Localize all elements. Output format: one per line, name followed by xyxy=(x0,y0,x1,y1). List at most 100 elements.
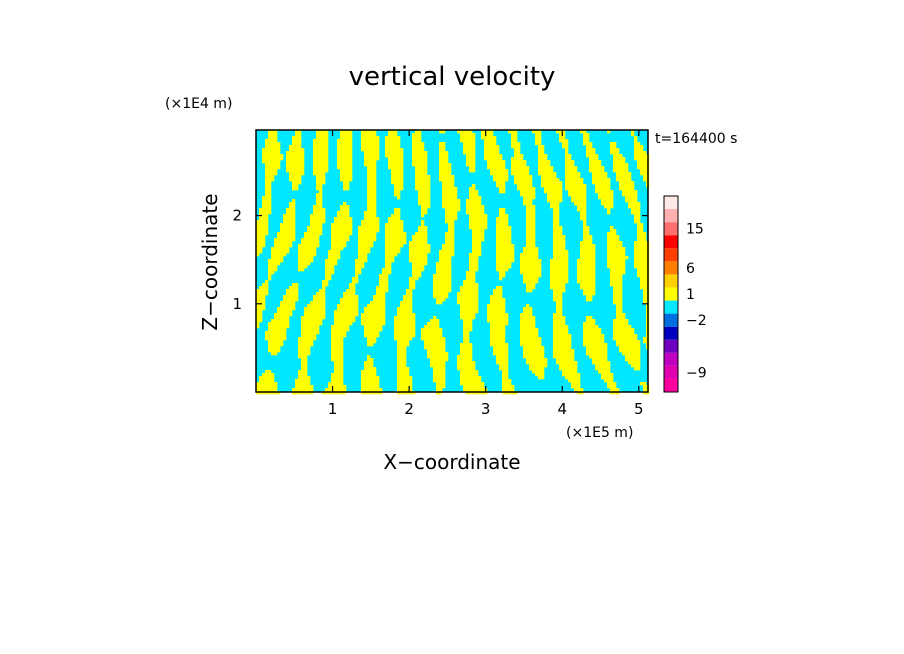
field-cell xyxy=(304,247,308,251)
field-cell xyxy=(445,265,449,269)
field-cell xyxy=(271,262,275,266)
field-cell xyxy=(445,175,449,179)
field-cell xyxy=(502,358,506,362)
field-cell xyxy=(319,301,323,305)
field-cell xyxy=(397,322,401,326)
field-cell xyxy=(580,247,584,251)
field-cell xyxy=(451,190,455,194)
field-cell xyxy=(562,361,566,365)
field-cell xyxy=(409,334,413,338)
field-cell xyxy=(487,157,491,161)
field-cell xyxy=(556,343,560,347)
field-cell xyxy=(448,265,452,269)
field-cell xyxy=(298,265,302,269)
field-cell xyxy=(496,238,500,242)
field-cell xyxy=(637,343,641,347)
field-cell xyxy=(466,145,470,149)
field-cell xyxy=(520,265,524,269)
field-cell xyxy=(484,151,488,155)
field-cell xyxy=(592,163,596,167)
field-cell xyxy=(538,169,542,173)
field-cell xyxy=(448,184,452,188)
field-cell xyxy=(574,178,578,182)
field-cell xyxy=(508,382,512,386)
field-cell xyxy=(481,223,485,227)
field-cell xyxy=(415,187,419,191)
field-cell xyxy=(364,151,368,155)
field-cell xyxy=(496,298,500,302)
field-cell xyxy=(472,313,476,317)
field-cell xyxy=(424,205,428,209)
field-cell xyxy=(421,268,425,272)
field-cell xyxy=(508,232,512,236)
field-cell xyxy=(634,355,638,359)
field-cell xyxy=(268,370,272,374)
field-cell xyxy=(487,136,491,140)
field-cell xyxy=(619,277,623,281)
field-cell xyxy=(334,352,338,356)
field-cell xyxy=(334,328,338,332)
field-cell xyxy=(619,280,623,284)
field-cell xyxy=(439,148,443,152)
field-cell xyxy=(532,361,536,365)
field-cell xyxy=(277,346,281,350)
field-cell xyxy=(379,274,383,278)
field-cell xyxy=(601,367,605,371)
field-cell xyxy=(529,223,533,227)
field-cell xyxy=(274,316,278,320)
field-cell xyxy=(367,142,371,146)
field-cell xyxy=(364,319,368,323)
field-cell xyxy=(406,325,410,329)
field-cell xyxy=(367,226,371,230)
field-cell xyxy=(427,175,431,179)
field-cell xyxy=(451,235,455,239)
field-cell xyxy=(604,190,608,194)
field-cell xyxy=(607,205,611,209)
field-cell xyxy=(613,298,617,302)
field-cell xyxy=(643,241,647,245)
field-cell xyxy=(292,157,296,161)
field-cell xyxy=(565,166,569,170)
field-cell xyxy=(589,286,593,290)
field-cell xyxy=(325,277,329,281)
field-cell xyxy=(394,151,398,155)
field-cell xyxy=(613,235,617,239)
field-cell xyxy=(292,166,296,170)
field-cell xyxy=(619,343,623,347)
field-cell xyxy=(427,250,431,254)
field-cell xyxy=(391,139,395,143)
field-cell xyxy=(286,154,290,158)
field-cell xyxy=(442,244,446,248)
field-cell xyxy=(457,205,461,209)
field-cell xyxy=(619,256,623,260)
field-cell xyxy=(538,154,542,158)
field-cell xyxy=(523,175,527,179)
field-cell xyxy=(493,163,497,167)
field-cell xyxy=(259,379,263,383)
field-cell xyxy=(529,241,533,245)
field-cell xyxy=(598,346,602,350)
field-cell xyxy=(538,355,542,359)
field-cell xyxy=(388,268,392,272)
field-cell xyxy=(319,313,323,317)
field-cell xyxy=(508,256,512,260)
field-cell xyxy=(292,208,296,212)
field-cell xyxy=(469,226,473,230)
field-cell xyxy=(622,193,626,197)
field-cell xyxy=(262,151,266,155)
field-cell xyxy=(607,211,611,215)
field-cell xyxy=(634,142,638,146)
field-cell xyxy=(436,319,440,323)
field-cell xyxy=(346,148,350,152)
field-cell xyxy=(409,337,413,341)
field-cell xyxy=(400,154,404,158)
field-cell xyxy=(493,328,497,332)
field-cell xyxy=(466,358,470,362)
field-cell xyxy=(640,253,644,257)
field-cell xyxy=(469,355,473,359)
field-cell xyxy=(448,235,452,239)
field-cell xyxy=(463,148,467,152)
field-cell xyxy=(343,172,347,176)
field-cell xyxy=(442,337,446,341)
field-cell xyxy=(343,208,347,212)
